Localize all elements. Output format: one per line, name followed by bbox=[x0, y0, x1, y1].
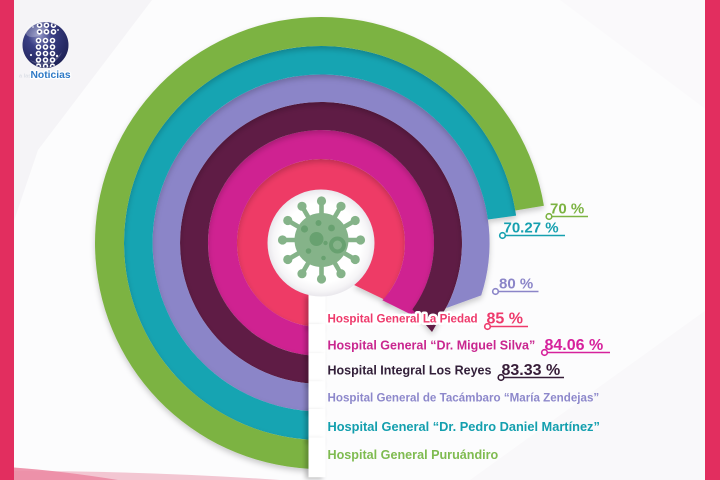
svg-text:70 %: 70 % bbox=[550, 201, 584, 218]
svg-text:70.27 %: 70.27 % bbox=[504, 220, 559, 237]
svg-text:Hospital Integral Los Reyes: Hospital Integral Los Reyes bbox=[328, 364, 492, 378]
svg-text:84.06 %: 84.06 % bbox=[545, 337, 604, 354]
svg-text:80 %: 80 % bbox=[499, 276, 533, 293]
svg-text:85 %: 85 % bbox=[487, 311, 523, 328]
svg-text:Hospital General Puruándiro: Hospital General Puruándiro bbox=[328, 448, 499, 462]
svg-text:Hospital General La Piedad: Hospital General La Piedad bbox=[328, 313, 478, 326]
svg-text:a las: a las bbox=[19, 74, 31, 80]
svg-text:Hospital General de Tacámbaro: Hospital General de Tacámbaro “María Zen… bbox=[328, 392, 600, 405]
svg-text:Noticias: Noticias bbox=[31, 70, 71, 81]
svg-text:Hospital General “Dr. Miguel S: Hospital General “Dr. Miguel Silva” bbox=[328, 339, 536, 353]
svg-text:83.33 %: 83.33 % bbox=[502, 362, 561, 379]
svg-text:Hospital General “Dr. Pedro Da: Hospital General “Dr. Pedro Daniel Martí… bbox=[328, 419, 600, 434]
